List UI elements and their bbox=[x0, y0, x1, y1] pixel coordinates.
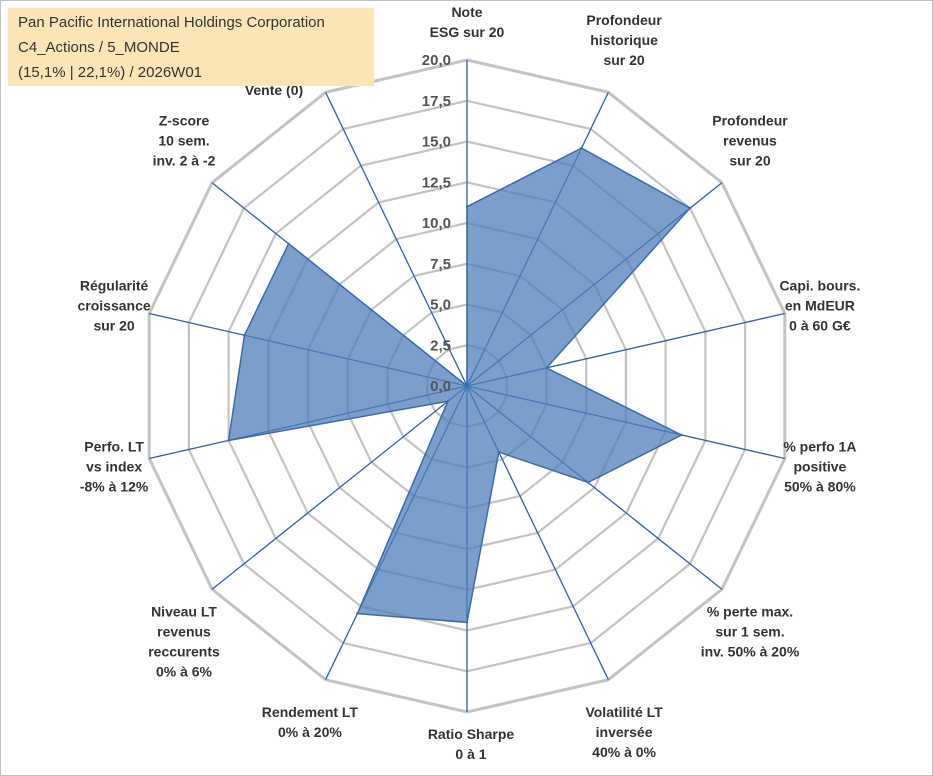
axis-label-8: Rendement LT 0% à 20% bbox=[262, 704, 359, 740]
axis-label-13-line-2: Vente (0) bbox=[245, 82, 303, 98]
data-point-12 bbox=[287, 242, 290, 245]
axis-label-6-line-1: inversée bbox=[596, 724, 653, 740]
axis-label-7-line-1: 0 à 1 bbox=[455, 746, 486, 762]
radial-tick-labels: 0,0 2,5 5,0 7,5 10,0 12,5 15,0 17,5 20,0 bbox=[422, 52, 451, 395]
axis-label-11: Régularité croissance sur 20 bbox=[78, 277, 151, 333]
axis-label-12-line-1: 10 sem. bbox=[158, 132, 209, 148]
axis-label-5-line-2: inv. 50% à 20% bbox=[701, 644, 800, 660]
data-point-1 bbox=[580, 146, 583, 150]
axis-label-9-line-1: revenus bbox=[157, 624, 211, 640]
axis-label-6-line-0: Volatilité LT bbox=[585, 704, 663, 720]
axis-label-8-line-1: 0% à 20% bbox=[278, 724, 342, 740]
data-point-0 bbox=[465, 205, 469, 208]
axis-label-0: Note ESG sur 20 bbox=[430, 4, 505, 40]
axis-label-10-line-2: -8% à 12% bbox=[80, 479, 149, 495]
axis-label-0-line-0: Note bbox=[451, 4, 482, 20]
axis-label-9-line-0: Niveau LT bbox=[151, 604, 217, 620]
tick-label-6: 15,0 bbox=[422, 134, 451, 151]
axis-label-9-line-2: reccurents bbox=[148, 644, 220, 660]
axis-label-5-line-1: sur 1 sem. bbox=[715, 624, 784, 640]
axis-label-10-line-0: Perfo. LT bbox=[84, 439, 144, 455]
axis-label-4: % perfo 1A positive 50% à 80% bbox=[783, 439, 856, 495]
tick-label-1: 2,5 bbox=[430, 337, 451, 354]
info-box: Pan Pacific International Holdings Corpo… bbox=[8, 8, 374, 86]
axis-label-3-line-1: en MdEUR bbox=[785, 297, 855, 313]
axis-label-12-line-0: Z-score bbox=[159, 112, 210, 128]
axis-label-1-line-1: historique bbox=[590, 32, 658, 48]
company-name: Pan Pacific International Holdings Corpo… bbox=[18, 14, 325, 31]
axis-label-1-line-0: Profondeur bbox=[586, 12, 662, 28]
series-area bbox=[227, 147, 692, 624]
axis-label-4-line-1: positive bbox=[793, 459, 846, 475]
data-point-5 bbox=[586, 481, 590, 484]
axis-label-1-line-2: sur 20 bbox=[603, 52, 644, 68]
axis-spoke-13 bbox=[325, 92, 468, 387]
axis-label-2-line-2: sur 20 bbox=[729, 152, 770, 168]
data-point-4 bbox=[680, 433, 683, 437]
axis-label-12: Z-score 10 sem. inv. 2 à -2 bbox=[153, 112, 216, 168]
tick-label-8: 20,0 bbox=[422, 52, 451, 69]
data-series bbox=[227, 146, 692, 624]
axis-label-11-line-1: croissance bbox=[78, 297, 151, 313]
axis-label-5: % perte max. sur 1 sem. inv. 50% à 20% bbox=[701, 604, 800, 660]
data-point-9 bbox=[446, 400, 450, 403]
axis-label-11-line-0: Régularité bbox=[80, 277, 149, 293]
tick-label-5: 12,5 bbox=[422, 174, 451, 191]
data-point-7 bbox=[465, 621, 469, 624]
axis-label-4-line-2: 50% à 80% bbox=[784, 479, 856, 495]
axis-label-9-line-3: 0% à 6% bbox=[156, 664, 213, 680]
axis-label-9: Niveau LT revenus reccurents 0% à 6% bbox=[148, 604, 220, 680]
data-point-11 bbox=[243, 334, 246, 337]
axis-label-7-line-0: Ratio Sharpe bbox=[428, 726, 515, 742]
axis-label-3-line-2: 0 à 60 G€ bbox=[789, 317, 851, 333]
axis-label-11-line-2: sur 20 bbox=[93, 317, 134, 333]
axis-label-6: Volatilité LT inversée 40% à 0% bbox=[585, 704, 663, 760]
axis-label-5-line-0: % perte max. bbox=[707, 604, 793, 620]
axis-label-12-line-2: inv. 2 à -2 bbox=[153, 152, 216, 168]
axis-spoke-9 bbox=[211, 385, 468, 590]
tick-label-0: 0,0 bbox=[430, 378, 451, 395]
tick-label-7: 17,5 bbox=[422, 93, 451, 110]
tick-label-3: 7,5 bbox=[430, 256, 451, 273]
performance-label: (15,1% | 22,1%) / 2026W01 bbox=[18, 64, 202, 81]
axis-label-1: Profondeur historique sur 20 bbox=[586, 12, 662, 68]
data-point-10 bbox=[227, 439, 230, 442]
axis-label-0-line-1: ESG sur 20 bbox=[430, 24, 505, 40]
tick-label-4: 10,0 bbox=[422, 215, 451, 232]
axis-label-7: Ratio Sharpe 0 à 1 bbox=[428, 726, 515, 762]
axis-label-2-line-0: Profondeur bbox=[712, 112, 788, 128]
data-point-13 bbox=[465, 384, 469, 388]
data-point-6 bbox=[497, 450, 500, 454]
axis-label-8-line-0: Rendement LT bbox=[262, 704, 359, 720]
axis-label-2-line-1: revenus bbox=[723, 132, 777, 148]
axis-label-3: Capi. bours. en MdEUR 0 à 60 G€ bbox=[779, 277, 860, 333]
data-point-3 bbox=[545, 366, 548, 370]
tick-label-2: 5,0 bbox=[430, 297, 451, 314]
data-point-2 bbox=[688, 206, 692, 210]
portfolio-label: C4_Actions / 5_MONDE bbox=[18, 39, 180, 56]
axis-label-4-line-0: % perfo 1A bbox=[783, 439, 856, 455]
axis-label-10-line-1: vs index bbox=[86, 459, 142, 475]
axis-label-10: Perfo. LT vs index -8% à 12% bbox=[80, 439, 149, 495]
axis-label-6-line-2: 40% à 0% bbox=[592, 744, 656, 760]
data-point-8 bbox=[356, 612, 359, 615]
axis-label-2: Profondeur revenus sur 20 bbox=[712, 112, 788, 168]
axis-label-3-line-0: Capi. bours. bbox=[779, 277, 860, 293]
